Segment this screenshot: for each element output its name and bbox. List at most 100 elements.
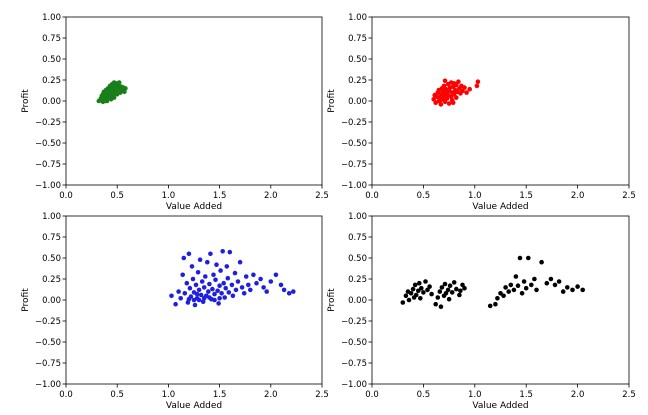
data-point: [212, 297, 217, 303]
data-point: [213, 277, 218, 283]
y-tick-label: 0.50: [42, 254, 61, 264]
data-point: [206, 289, 211, 294]
data-point: [575, 284, 580, 289]
data-point: [449, 290, 455, 295]
x-axis-label: Value Added: [166, 202, 222, 212]
data-point: [217, 296, 222, 301]
data-point: [220, 249, 225, 254]
data-point: [513, 274, 519, 279]
data-point: [210, 286, 215, 292]
data-point: [529, 282, 534, 288]
data-point: [539, 259, 544, 265]
y-tick-label: −0.25: [35, 317, 61, 327]
x-tick-label: 0.0: [59, 191, 73, 201]
y-tick-label: 0.25: [348, 76, 367, 86]
axes-frame: [371, 16, 630, 186]
y-tick-label: −0.50: [341, 338, 367, 348]
data-point: [474, 83, 480, 89]
data-point: [429, 291, 434, 297]
data-point: [182, 291, 188, 296]
data-point: [239, 285, 245, 290]
y-tick-label: 0.00: [348, 97, 367, 107]
x-axis-label: Value Added: [472, 202, 528, 212]
data-point: [447, 283, 453, 289]
data-point: [233, 287, 239, 293]
data-point: [501, 293, 506, 299]
data-point: [544, 280, 550, 286]
data-point: [400, 300, 406, 305]
data-point: [261, 285, 266, 290]
data-point: [442, 78, 448, 84]
y-tick-label: 0.50: [348, 55, 367, 65]
data-point: [423, 279, 428, 284]
data-point: [258, 276, 263, 282]
y-tick-label: −1.00: [341, 181, 367, 191]
data-point: [435, 295, 441, 300]
data-point: [237, 259, 243, 265]
x-tick-label: 0.5: [110, 191, 124, 201]
data-point: [286, 291, 292, 296]
data-point: [278, 282, 284, 288]
data-point: [214, 262, 219, 268]
data-point: [454, 82, 459, 88]
data-point: [433, 301, 439, 307]
data-point: [196, 287, 202, 293]
x-tick-label: 0.5: [417, 191, 431, 201]
data-point: [503, 285, 508, 290]
y-tick-label: −0.75: [35, 359, 61, 369]
data-point: [230, 293, 236, 299]
data-point: [173, 301, 178, 307]
data-point: [181, 255, 187, 261]
data-point: [437, 289, 443, 294]
y-tick-label: −1.00: [341, 380, 367, 390]
data-point: [208, 251, 213, 257]
data-point: [224, 264, 230, 269]
data-point: [464, 90, 469, 95]
data-point: [211, 272, 216, 278]
data-point: [254, 280, 259, 286]
data-point: [186, 296, 192, 302]
data-point: [218, 268, 223, 273]
data-point: [421, 290, 426, 295]
scatter-panel-2: 0.0 0.5 1.0 1.5 2.0 2.5 1.00 0.75 0.50 0.25 0.00 −0…: [327, 13, 636, 212]
data-point: [241, 291, 247, 296]
data-point: [565, 285, 570, 290]
data-point: [264, 289, 270, 294]
data-point: [227, 249, 233, 255]
data-point: [515, 283, 521, 289]
y-tick-label: −0.75: [341, 359, 367, 369]
data-point: [419, 285, 424, 291]
data-point: [217, 283, 222, 289]
x-tick-label: 0.5: [417, 390, 431, 400]
data-point: [180, 272, 185, 278]
data-point: [248, 287, 253, 293]
x-tick-label: 2.0: [264, 390, 278, 400]
data-point: [169, 293, 174, 299]
data-point: [517, 255, 523, 261]
data-point: [203, 274, 208, 279]
x-tick-label: 1.0: [162, 191, 176, 201]
data-point: [580, 287, 585, 293]
y-tick-label: −0.25: [35, 118, 61, 128]
data-point: [523, 285, 529, 291]
x-tick-label: 2.5: [622, 390, 636, 400]
y-tick-label: 0.25: [348, 275, 367, 285]
data-point: [417, 280, 422, 286]
data-point: [526, 255, 531, 261]
x-tick-label: 0.0: [365, 390, 379, 400]
data-point: [201, 296, 207, 301]
data-point: [198, 292, 204, 298]
data-point: [413, 292, 419, 298]
data-point: [273, 272, 279, 278]
y-tick-label: 0.00: [42, 296, 61, 306]
data-point: [454, 95, 459, 100]
data-point: [556, 279, 562, 284]
y-axis-label: Profit: [21, 89, 31, 113]
data-point: [451, 92, 457, 97]
x-tick-label: 0.0: [365, 191, 379, 201]
data-point: [186, 251, 192, 257]
data-point: [412, 282, 418, 288]
data-point: [439, 285, 445, 290]
x-tick-label: 1.0: [468, 390, 482, 400]
y-axis-label: Profit: [327, 89, 337, 113]
